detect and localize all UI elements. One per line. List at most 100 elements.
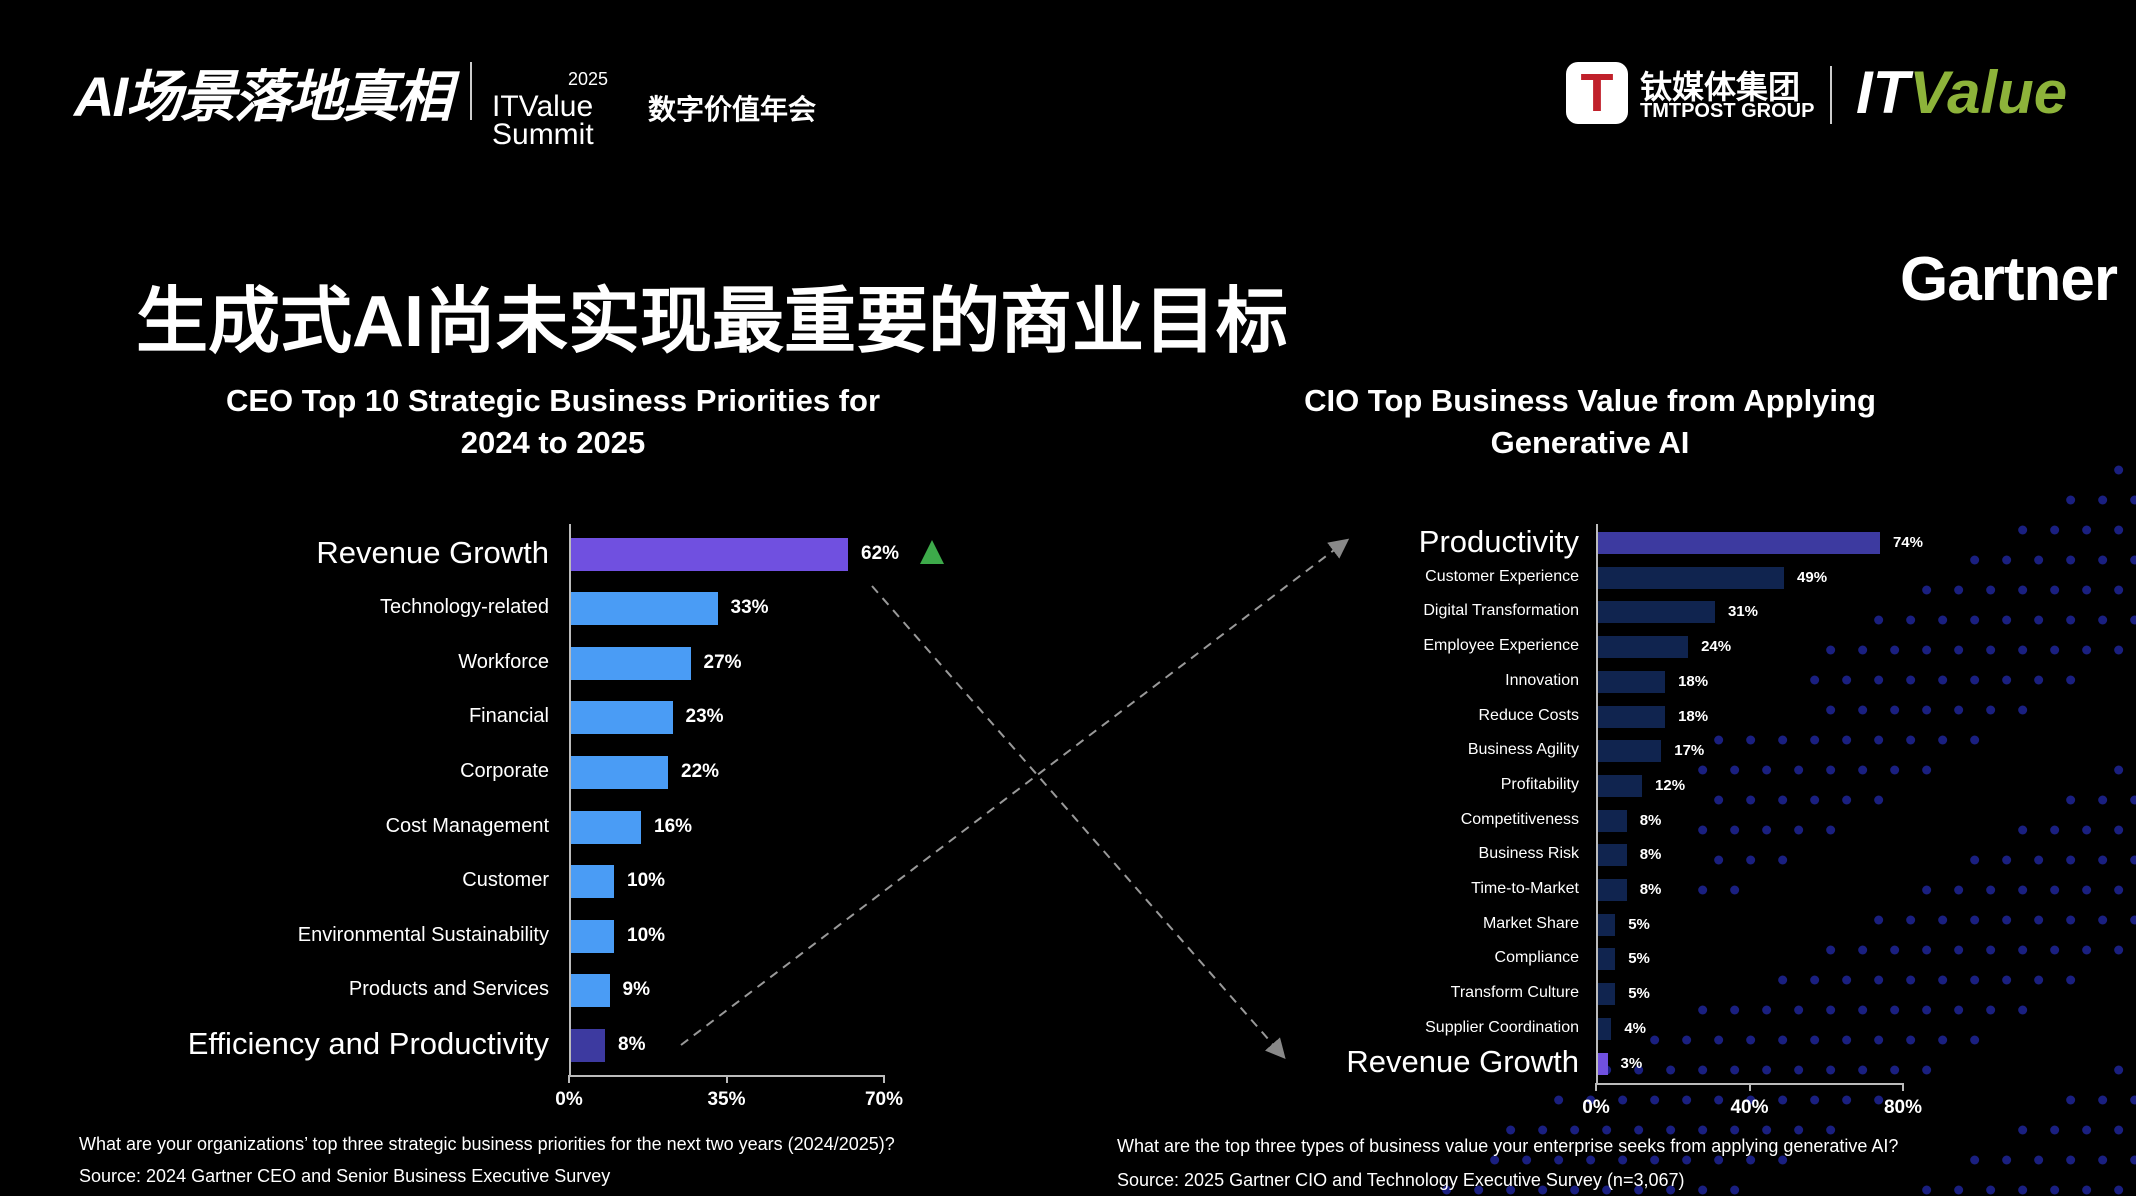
dot	[1922, 1065, 1932, 1075]
value-label: 49%	[1797, 568, 1828, 586]
category-label: Profitability	[1500, 775, 1579, 793]
dot	[1810, 735, 1820, 745]
value-label: 5%	[1628, 950, 1650, 968]
dot	[1874, 675, 1884, 685]
dot	[2066, 555, 2076, 565]
event-logo: AI场景落地真相	[74, 65, 452, 128]
dot	[1682, 1155, 1692, 1165]
tick-label: 0%	[555, 1089, 583, 1111]
dot	[1954, 945, 1964, 955]
dot	[2130, 795, 2136, 805]
dot	[1538, 1125, 1548, 1135]
dot	[1986, 885, 1996, 895]
dot	[1730, 1065, 1740, 1075]
dot	[2034, 615, 2044, 625]
bar	[569, 755, 668, 789]
y-axis	[1596, 523, 1598, 1083]
bar	[569, 919, 614, 953]
dot	[1490, 1155, 1500, 1165]
dot	[2130, 1155, 2136, 1165]
value-label: 10%	[627, 870, 666, 892]
dot	[2066, 1155, 2076, 1165]
bar	[569, 701, 673, 735]
value-label: 18%	[1678, 707, 1709, 725]
value-label: 16%	[654, 815, 693, 837]
category-label: Market Share	[1482, 914, 1579, 932]
dot	[1586, 1155, 1596, 1165]
dot	[1970, 555, 1980, 565]
dot	[2082, 885, 2092, 895]
dot	[1698, 765, 1708, 775]
dot	[1762, 1065, 1772, 1075]
dot	[2018, 1005, 2028, 1015]
page-title: 生成式AI尚未实现最重要的商业目标	[136, 282, 1289, 362]
bar	[1596, 636, 1689, 659]
dot	[1714, 855, 1724, 865]
category-label: Business Agility	[1467, 741, 1579, 759]
dot	[1810, 795, 1820, 805]
dot	[1618, 1155, 1628, 1165]
dot	[1922, 1005, 1932, 1015]
dot	[2114, 1125, 2124, 1135]
value-label: 5%	[1628, 915, 1650, 933]
dot	[1922, 885, 1932, 895]
dot	[1986, 1005, 1996, 1015]
dot	[2066, 795, 2076, 805]
category-label: Products and Services	[348, 978, 549, 1001]
dot	[2050, 645, 2060, 655]
dot	[2050, 585, 2060, 595]
left-title-line-2: 2024 to 2025	[460, 425, 646, 460]
tick-mark	[725, 1075, 728, 1084]
dot	[1730, 1185, 1740, 1195]
dot	[1874, 975, 1884, 985]
dot	[1986, 1185, 1996, 1195]
dot	[2082, 585, 2092, 595]
dot	[1858, 1065, 1868, 1075]
dot	[2002, 975, 2012, 985]
dot	[2098, 855, 2108, 865]
dot	[1938, 1035, 1948, 1045]
dot	[1714, 1155, 1724, 1165]
dot	[2114, 945, 2124, 955]
bar	[1596, 705, 1666, 728]
dot	[2082, 645, 2092, 655]
dot	[1730, 825, 1740, 835]
dot	[2130, 495, 2136, 505]
dot	[2002, 915, 2012, 925]
bar	[1596, 601, 1715, 624]
dot	[2114, 465, 2124, 475]
bar	[569, 592, 718, 626]
dot	[1954, 585, 1964, 595]
dot	[2050, 525, 2060, 535]
dot	[2066, 495, 2076, 505]
summit-logo: 2025 ITValue Summit	[492, 62, 608, 150]
dot	[1746, 855, 1756, 865]
tick-label: 35%	[707, 1089, 746, 1111]
dot	[1698, 1005, 1708, 1015]
dot	[1954, 705, 1964, 715]
dot	[2098, 495, 2108, 505]
dot	[1634, 1065, 1644, 1075]
dot	[1714, 1095, 1724, 1105]
bar	[569, 974, 610, 1008]
dot	[1586, 1095, 1596, 1105]
dot	[1762, 1125, 1772, 1135]
dot	[2066, 1095, 2076, 1105]
dot	[1698, 1185, 1708, 1195]
tick-mark	[883, 1075, 885, 1084]
category-label: Customer Experience	[1425, 567, 1579, 585]
bar	[1596, 809, 1627, 832]
dot	[1842, 1035, 1852, 1045]
dot	[1874, 795, 1884, 805]
dot	[1474, 1185, 1484, 1195]
bar	[1596, 1017, 1612, 1040]
dot	[1842, 675, 1852, 685]
dot	[1906, 675, 1916, 685]
dot	[1602, 1185, 1612, 1195]
dot	[1954, 645, 1964, 655]
dot	[2098, 915, 2108, 925]
dot	[1794, 1065, 1804, 1075]
dot	[1906, 735, 1916, 745]
